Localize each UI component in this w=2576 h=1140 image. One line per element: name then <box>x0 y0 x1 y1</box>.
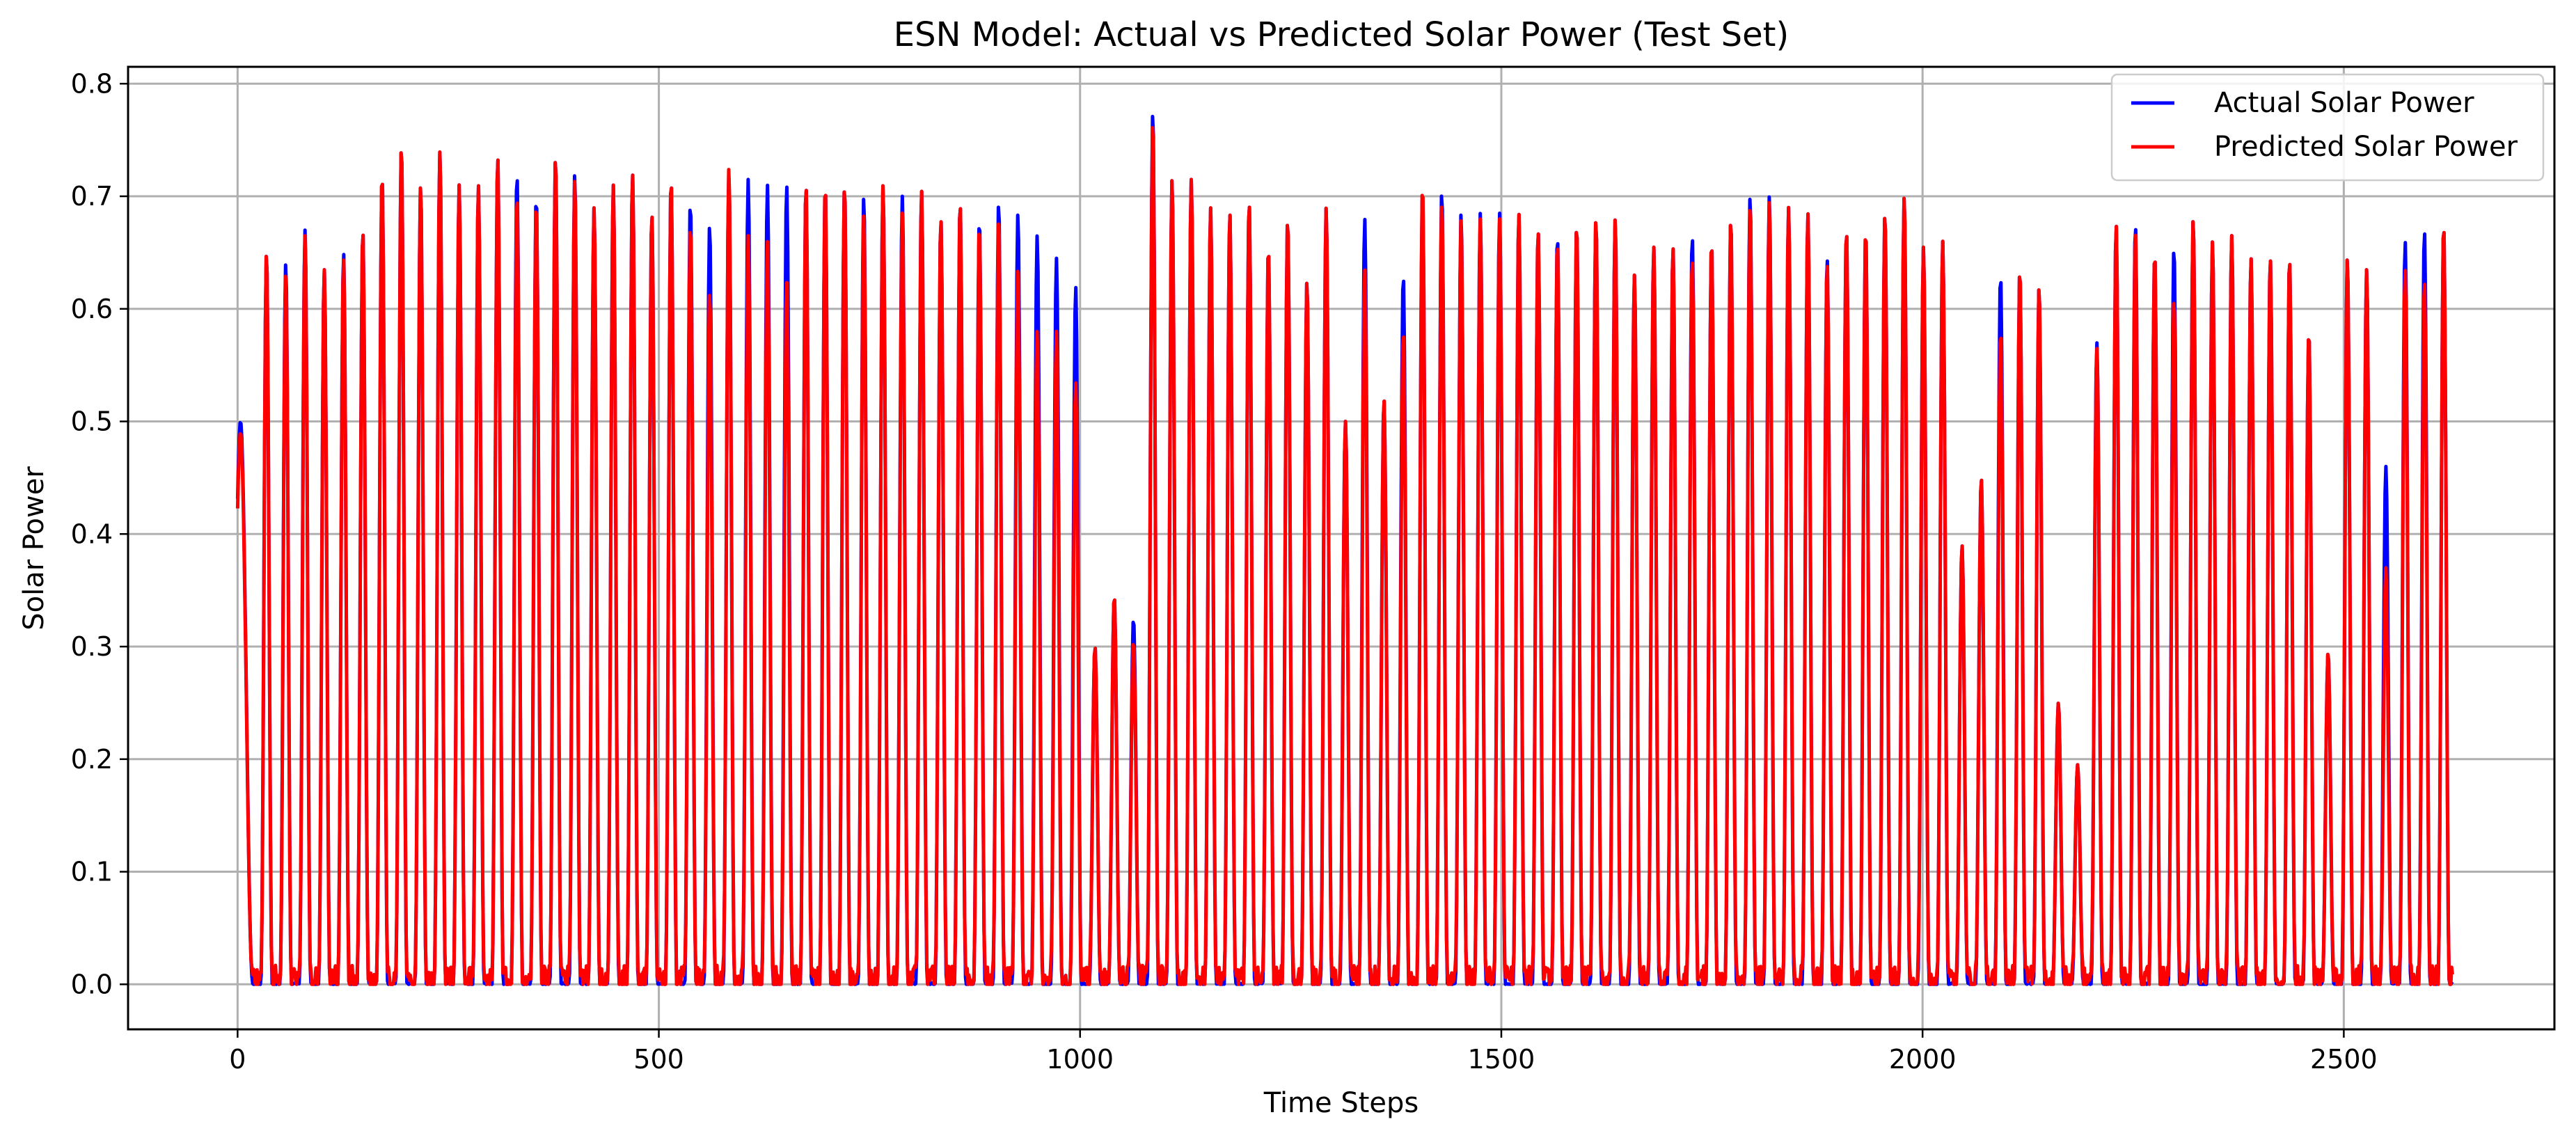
y-tick-label: 0.0 <box>71 969 113 999</box>
x-tick-label: 2500 <box>2310 1044 2378 1075</box>
x-tick-label: 2000 <box>1889 1044 1957 1075</box>
y-tick-label: 0.5 <box>71 406 113 437</box>
series-line-predicted <box>235 126 2454 986</box>
x-axis-ticks: 0 500 1000 1500 2000 2500 <box>229 1029 2378 1075</box>
y-tick-label: 0.6 <box>71 294 113 324</box>
chart-title: ESN Model: Actual vs Predicted Solar Pow… <box>894 15 1789 54</box>
y-tick-label: 0.1 <box>71 857 113 887</box>
legend: Actual Solar Power Predicted Solar Power <box>2110 73 2545 182</box>
legend-label-predicted: Predicted Solar Power <box>2214 131 2518 163</box>
x-tick-label: 1000 <box>1046 1044 1114 1075</box>
y-tick-label: 0.7 <box>71 181 113 212</box>
x-axis-label: Time Steps <box>1263 1087 1419 1119</box>
y-tick-label: 0.8 <box>71 68 113 99</box>
y-axis-label: Solar Power <box>18 466 50 631</box>
y-tick-label: 0.3 <box>71 631 113 662</box>
y-tick-label: 0.2 <box>71 744 113 775</box>
legend-box <box>2110 73 2545 182</box>
x-tick-label: 1500 <box>1468 1044 1535 1075</box>
x-tick-label: 0 <box>229 1044 246 1075</box>
x-tick-label: 500 <box>633 1044 684 1075</box>
legend-label-actual: Actual Solar Power <box>2214 87 2474 119</box>
plot-area <box>235 114 2454 986</box>
y-tick-label: 0.4 <box>71 518 113 549</box>
y-axis-ticks: 0.0 0.1 0.2 0.3 0.4 0.5 0.6 0.7 0.8 <box>71 68 128 999</box>
axes-frame <box>127 65 2556 1031</box>
